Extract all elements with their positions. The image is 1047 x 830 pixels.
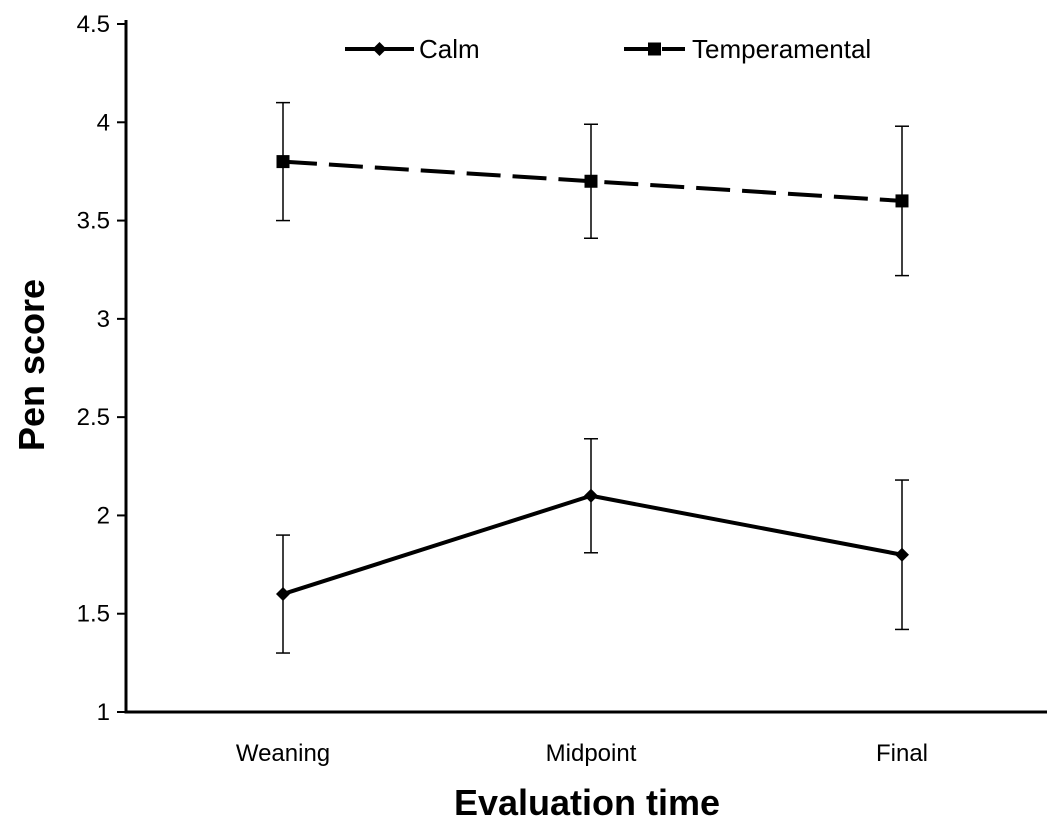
y-tick-label: 1 <box>97 699 110 726</box>
x-tick-label: Final <box>876 740 928 767</box>
y-tick-label: 4.5 <box>77 11 110 38</box>
legend-marker-temperamental <box>648 42 661 56</box>
y-tick-label: 3 <box>97 306 110 333</box>
x-tick-label: Weaning <box>236 740 330 767</box>
series-markers <box>276 155 909 602</box>
data-point-calm <box>584 488 598 503</box>
axes: 1 1.5 2 2.5 3 3.5 4 4.5 Weaning Midpoint Final <box>77 11 1047 767</box>
data-point-temperamental <box>584 174 598 188</box>
y-tick-label: 3.5 <box>77 208 110 235</box>
legend-label-calm: Calm <box>419 34 480 64</box>
y-tick-label: 1.5 <box>77 601 110 628</box>
series-lines <box>282 159 903 596</box>
y-axis-title: Pen score <box>11 279 52 451</box>
y-tick-label: 2.5 <box>77 404 110 431</box>
data-point-calm <box>895 547 909 562</box>
y-tick-label: 2 <box>97 502 110 529</box>
legend-label-temperamental: Temperamental <box>692 34 871 64</box>
data-point-temperamental <box>895 194 909 208</box>
legend: Calm Temperamental <box>345 34 871 64</box>
legend-marker-calm <box>372 42 387 56</box>
x-axis-title: Evaluation time <box>454 782 720 823</box>
data-point-calm <box>276 587 290 602</box>
x-tick-label: Midpoint <box>546 740 637 767</box>
series-line-calm <box>282 493 903 596</box>
y-tick-label: 4 <box>97 109 110 136</box>
data-point-temperamental <box>276 155 290 169</box>
